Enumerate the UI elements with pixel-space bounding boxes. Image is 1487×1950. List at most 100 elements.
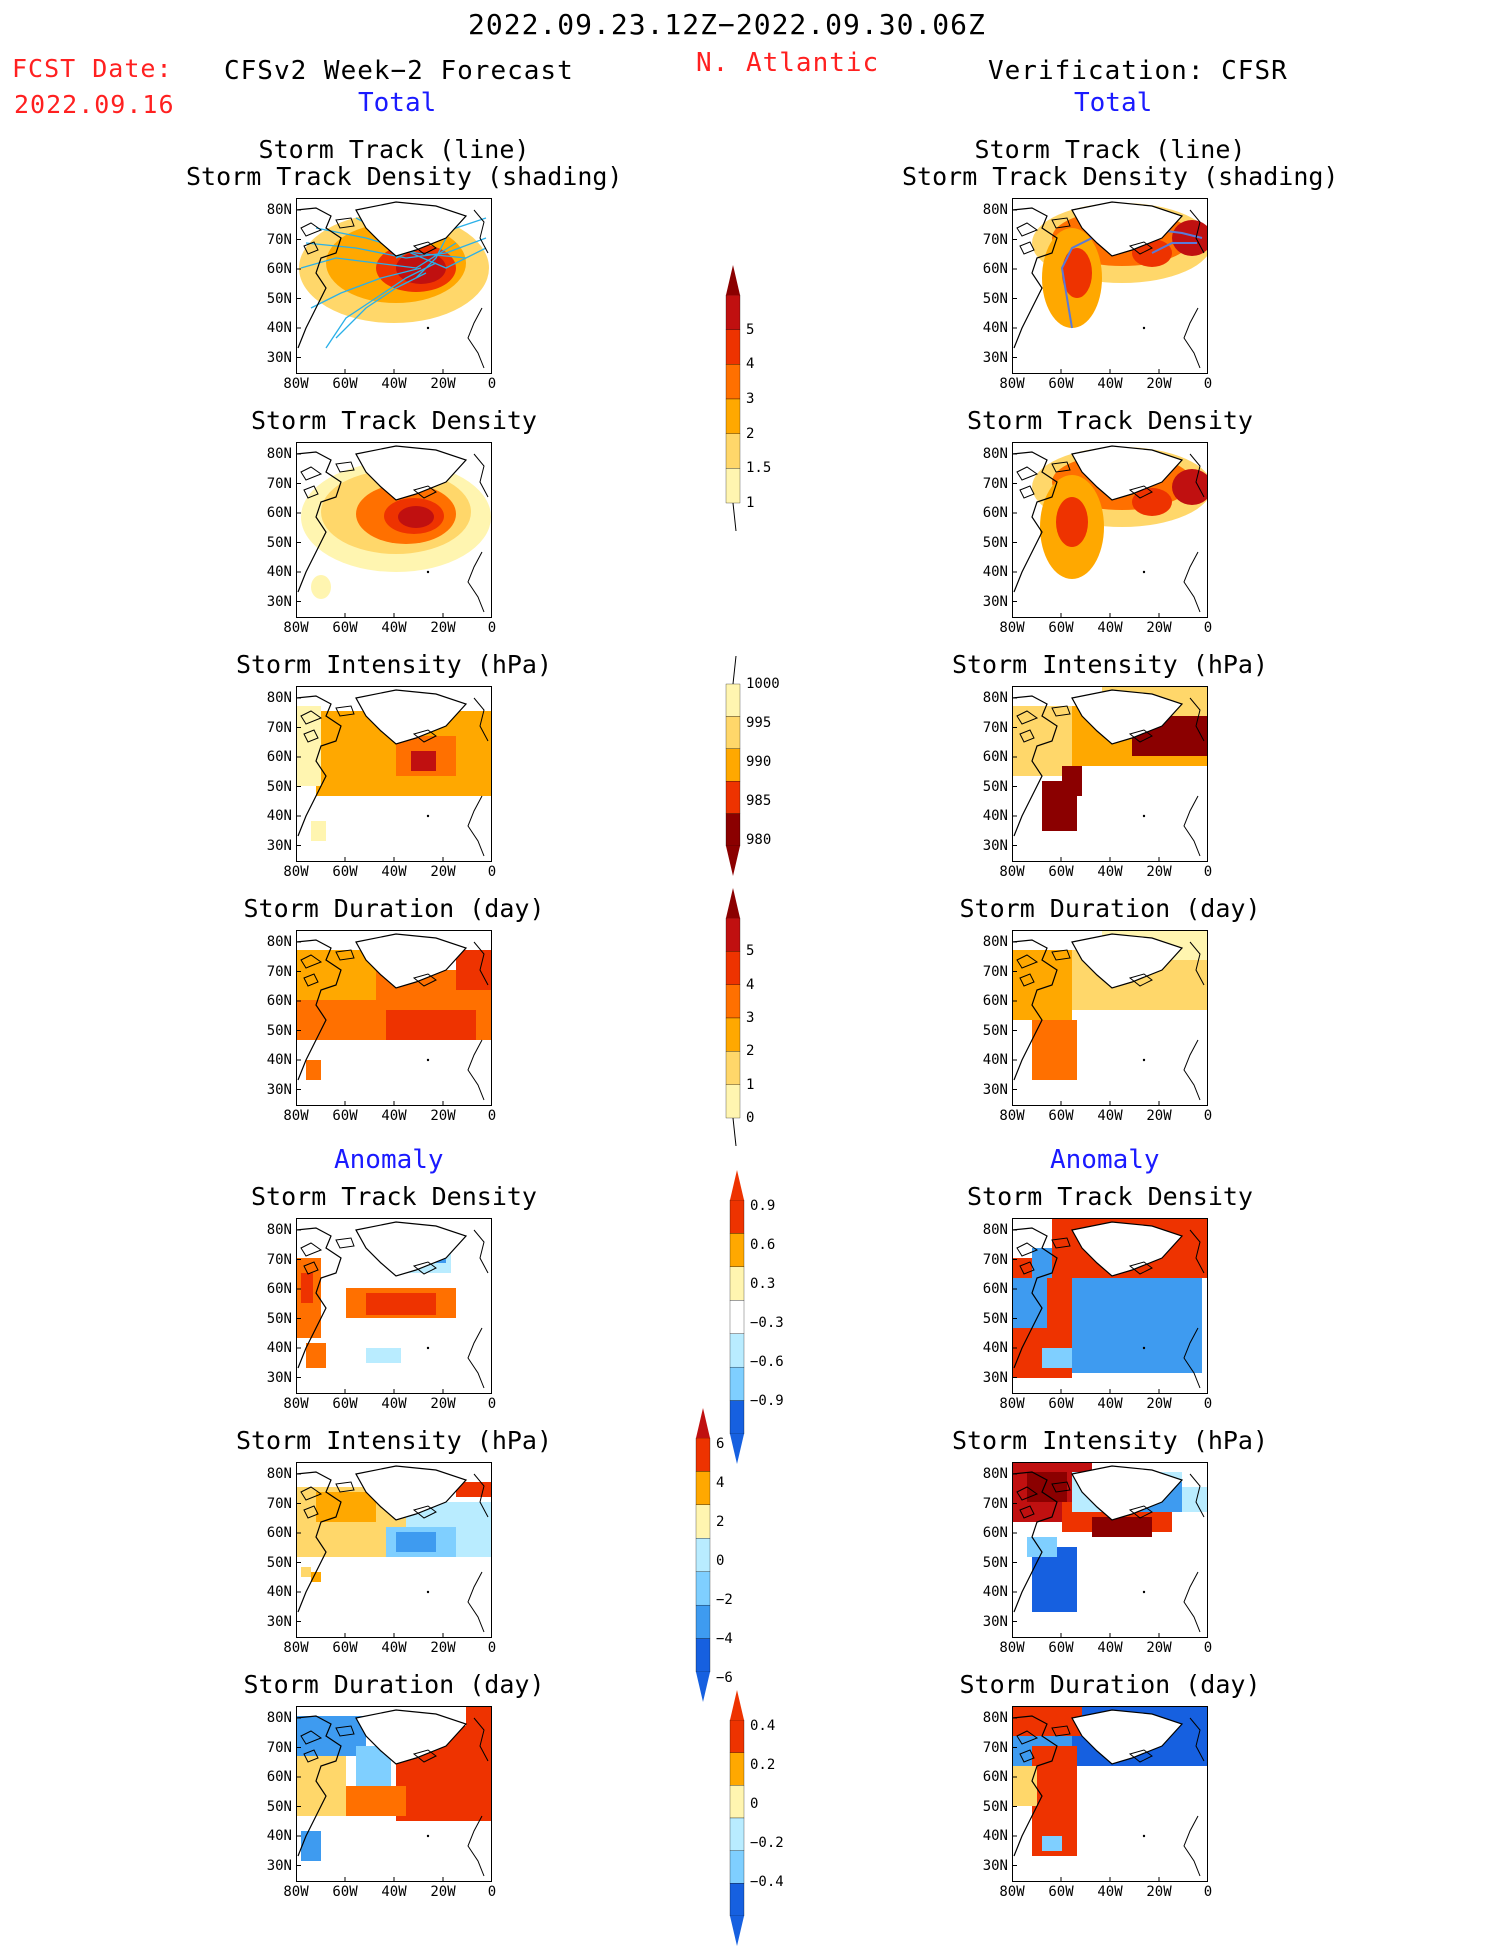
lon-tick-label: 0 — [487, 620, 497, 636]
lat-tick-label: 50N — [982, 1798, 1008, 1815]
panel-title: Storm Duration (day) — [243, 1670, 545, 1699]
map-panel — [1012, 1706, 1208, 1882]
lon-tick-label: 40W — [381, 1108, 407, 1124]
lat-tick-label: 60N — [266, 261, 292, 277]
colorbar-label: 0.9 — [750, 1198, 776, 1214]
map-panel — [296, 686, 492, 862]
panel-title: Storm Track Density — [251, 1182, 537, 1211]
colorbar-label: 0.6 — [750, 1237, 776, 1253]
colorbar-label: 4 — [716, 1475, 725, 1491]
lat-tick-label: 80N — [982, 1466, 1008, 1482]
panel-title: Storm Intensity (hPa) — [235, 1426, 553, 1455]
lon-tick-label: 20W — [1146, 864, 1172, 880]
colorbar-density-anom — [726, 1170, 756, 1468]
colorbar-label: 995 — [746, 715, 772, 731]
lat-tick-label: 50N — [982, 534, 1008, 551]
lon-tick-label: 20W — [430, 620, 456, 636]
lon-tick-label: 60W — [1048, 1396, 1074, 1412]
lon-tick-label: 0 — [487, 1396, 497, 1412]
lon-tick-label: 60W — [1048, 1108, 1074, 1124]
lat-tick-label: 30N — [266, 1369, 292, 1386]
panel-title: Storm Track (line) — [258, 135, 530, 164]
lat-tick-label: 30N — [266, 837, 292, 854]
colorbar-label: −0.4 — [750, 1874, 784, 1890]
lat-tick-label: 30N — [982, 593, 1008, 610]
region-title: N. Atlantic — [696, 48, 880, 78]
lat-tick-label: 40N — [982, 808, 1008, 824]
colorbar-label: 2 — [746, 425, 755, 442]
lat-tick-label: 40N — [982, 1052, 1008, 1068]
lon-tick-label: 80W — [283, 1640, 309, 1656]
lat-tick-label: 80N — [982, 202, 1008, 218]
lat-tick-label: 50N — [266, 778, 292, 795]
lat-tick-label: 60N — [266, 993, 292, 1009]
lon-tick-label: 40W — [1097, 376, 1123, 392]
lon-tick-label: 20W — [430, 1640, 456, 1656]
lon-tick-label: 80W — [283, 1396, 309, 1412]
colorbar-label: 0 — [746, 1110, 755, 1126]
lat-tick-label: 80N — [982, 690, 1008, 706]
lat-tick-label: 40N — [982, 564, 1008, 580]
lat-tick-label: 70N — [266, 1739, 292, 1756]
panel-title: Storm Track Density (shading) — [902, 162, 1339, 191]
total-left-label: Total — [358, 88, 437, 118]
colorbar-label: 1 — [746, 495, 755, 511]
lon-tick-label: 80W — [999, 864, 1025, 880]
lat-tick-label: 50N — [982, 290, 1008, 307]
lon-tick-label: 20W — [1146, 1640, 1172, 1656]
map-panel — [1012, 1218, 1208, 1394]
map-panel — [1012, 930, 1208, 1106]
lon-tick-label: 20W — [1146, 1396, 1172, 1412]
colorbar-label: 990 — [746, 754, 772, 770]
lon-tick-label: 40W — [381, 1396, 407, 1412]
lon-tick-label: 60W — [332, 1884, 358, 1900]
lon-tick-label: 80W — [999, 376, 1025, 392]
lat-tick-label: 40N — [266, 1584, 292, 1600]
colorbar-label: −2 — [716, 1592, 733, 1608]
colorbar-label: 4 — [746, 976, 755, 993]
lat-tick-label: 80N — [982, 446, 1008, 462]
lat-tick-label: 30N — [266, 1613, 292, 1630]
panel-title: Storm Duration (day) — [959, 1670, 1261, 1699]
lat-tick-label: 60N — [982, 261, 1008, 277]
lat-tick-label: 40N — [266, 808, 292, 824]
lat-tick-label: 60N — [266, 1281, 292, 1297]
lon-tick-label: 80W — [283, 620, 309, 636]
lon-tick-label: 0 — [487, 1640, 497, 1656]
lat-tick-label: 60N — [982, 1769, 1008, 1785]
lon-tick-label: 40W — [381, 1884, 407, 1900]
lat-tick-label: 40N — [266, 1340, 292, 1356]
lat-tick-label: 70N — [266, 231, 292, 248]
map-panel — [296, 930, 492, 1106]
lat-tick-label: 30N — [982, 1613, 1008, 1630]
lon-tick-label: 60W — [332, 1396, 358, 1412]
lon-tick-label: 80W — [283, 864, 309, 880]
lon-tick-label: 40W — [1097, 1640, 1123, 1656]
lat-tick-label: 30N — [982, 1081, 1008, 1098]
lat-tick-label: 60N — [266, 1769, 292, 1785]
panel-title: Storm Track Density — [251, 406, 537, 435]
lat-tick-label: 40N — [266, 1052, 292, 1068]
lon-tick-label: 0 — [487, 1108, 497, 1124]
map-panel — [1012, 198, 1208, 374]
anomaly-right-label: Anomaly — [1050, 1145, 1160, 1175]
lon-tick-label: 80W — [999, 620, 1025, 636]
lon-tick-label: 40W — [1097, 1884, 1123, 1900]
colorbar-label: 4 — [746, 356, 755, 373]
lat-tick-label: 40N — [982, 1828, 1008, 1844]
lat-tick-label: 50N — [982, 1022, 1008, 1039]
lat-tick-label: 40N — [982, 320, 1008, 336]
lat-tick-label: 80N — [982, 1710, 1008, 1726]
lon-tick-label: 40W — [1097, 1108, 1123, 1124]
lon-tick-label: 20W — [430, 1884, 456, 1900]
colorbar-label: −0.2 — [750, 1835, 784, 1851]
colorbar-label: −6 — [716, 1670, 733, 1686]
lat-tick-label: 70N — [982, 1495, 1008, 1512]
lat-tick-label: 60N — [982, 1525, 1008, 1541]
forecast-title: CFSv2 Week−2 Forecast — [224, 56, 574, 86]
fcst-date-value: 2022.09.16 — [14, 90, 175, 119]
lon-tick-label: 60W — [332, 1108, 358, 1124]
lon-tick-label: 0 — [1203, 864, 1213, 880]
map-panel — [296, 1218, 492, 1394]
lon-tick-label: 0 — [1203, 620, 1213, 636]
